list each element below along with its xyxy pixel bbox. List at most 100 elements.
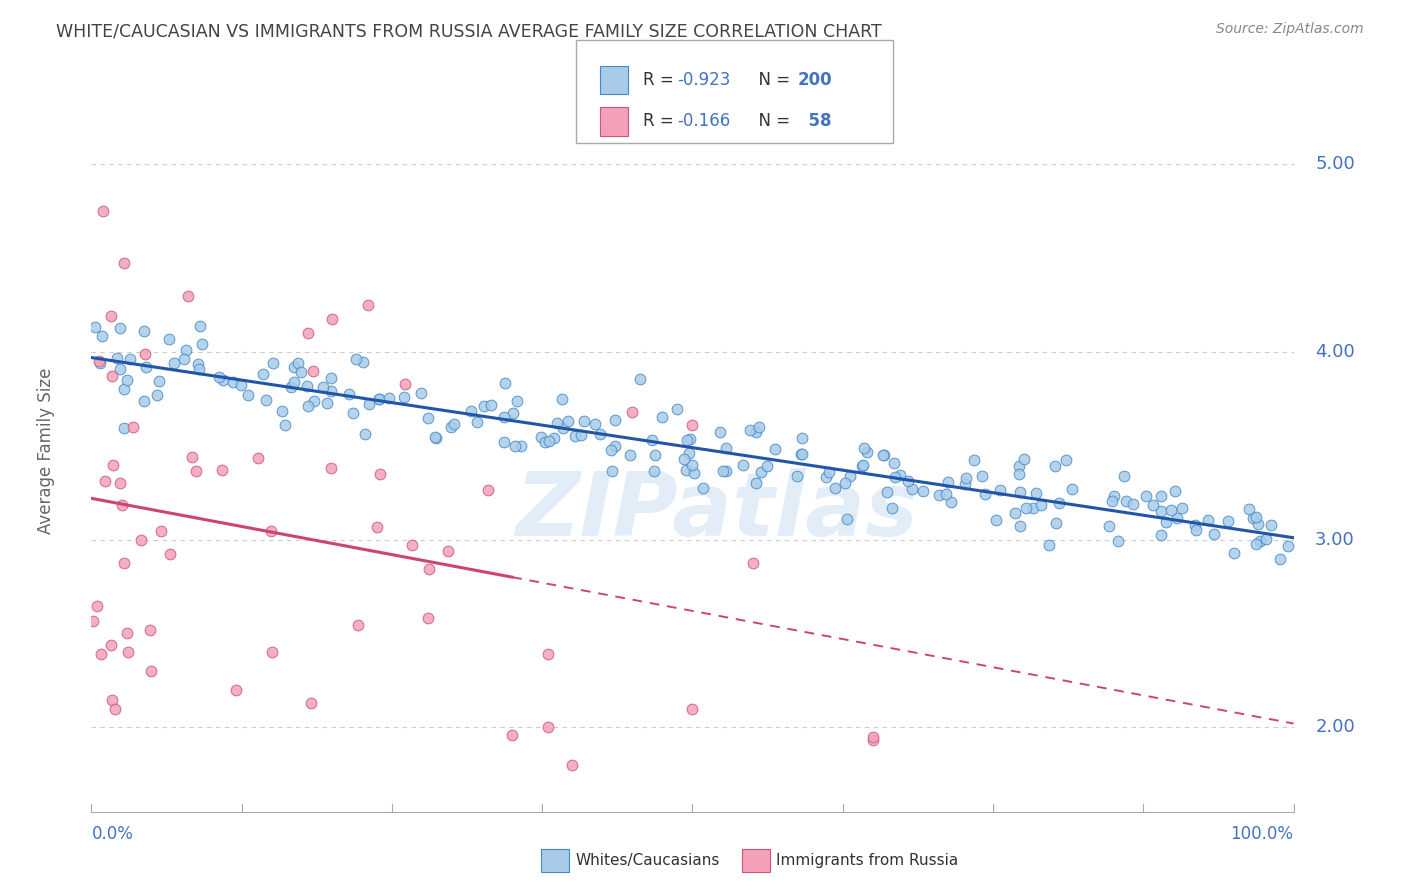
Point: [302, 394, 325, 409]
Point: [792, 447, 814, 461]
Point: [1216, 515, 1239, 529]
Text: R =: R =: [643, 112, 679, 130]
Point: [188, 362, 211, 376]
Text: 4.00: 4.00: [1315, 343, 1355, 361]
Point: [132, 393, 155, 408]
Point: [1015, 501, 1038, 516]
Point: [605, 439, 627, 453]
Point: [790, 431, 813, 445]
Point: [651, 409, 673, 424]
Point: [681, 701, 703, 715]
Point: [839, 469, 862, 483]
Point: [312, 380, 335, 394]
Point: [628, 371, 651, 385]
Point: [675, 463, 697, 477]
Point: [711, 464, 734, 478]
Point: [988, 483, 1011, 497]
Point: [872, 448, 894, 462]
Point: [883, 456, 905, 470]
Point: [260, 645, 283, 659]
Point: [467, 415, 489, 429]
Point: [789, 447, 811, 461]
Point: [963, 453, 986, 467]
Point: [443, 417, 465, 431]
Point: [889, 467, 911, 482]
Point: [862, 732, 884, 747]
Point: [321, 371, 343, 385]
Point: [354, 427, 377, 442]
Text: N =: N =: [748, 112, 796, 130]
Point: [101, 693, 124, 707]
Text: R =: R =: [643, 71, 679, 89]
Point: [90, 647, 112, 661]
Point: [108, 320, 131, 334]
Point: [1010, 518, 1032, 533]
Point: [709, 425, 731, 440]
Point: [749, 466, 772, 480]
Point: [882, 500, 904, 515]
Point: [342, 406, 364, 420]
Point: [409, 385, 432, 400]
Point: [605, 413, 627, 427]
Point: [319, 384, 342, 399]
Point: [159, 547, 181, 561]
Point: [572, 414, 595, 428]
Point: [748, 420, 770, 434]
Point: [543, 431, 565, 445]
Point: [112, 556, 135, 570]
Point: [146, 388, 169, 402]
Point: [149, 524, 172, 539]
Point: [368, 392, 391, 406]
Point: [503, 440, 526, 454]
Point: [755, 459, 778, 474]
Point: [716, 464, 738, 478]
Point: [94, 475, 117, 489]
Point: [1246, 509, 1268, 524]
Point: [440, 420, 463, 434]
Point: [283, 359, 305, 374]
Point: [676, 433, 699, 447]
Point: [621, 405, 644, 419]
Point: [911, 484, 934, 499]
Point: [141, 664, 163, 678]
Point: [786, 469, 808, 483]
Point: [1277, 539, 1299, 553]
Point: [665, 401, 688, 416]
Point: [357, 297, 380, 311]
Point: [184, 465, 207, 479]
Point: [955, 471, 977, 485]
Point: [180, 450, 202, 464]
Point: [876, 485, 898, 500]
Point: [551, 421, 574, 435]
Point: [644, 448, 666, 462]
Point: [173, 352, 195, 367]
Point: [117, 373, 139, 387]
Point: [537, 720, 560, 734]
Point: [1164, 484, 1187, 499]
Point: [225, 682, 247, 697]
Point: [368, 392, 391, 407]
Point: [583, 417, 606, 431]
Point: [851, 459, 873, 474]
Point: [472, 399, 495, 413]
Point: [818, 465, 841, 479]
Point: [884, 470, 907, 484]
Point: [1031, 498, 1053, 512]
Point: [1062, 482, 1084, 496]
Text: -0.166: -0.166: [678, 112, 731, 130]
Point: [509, 439, 531, 453]
Text: 58: 58: [797, 112, 832, 130]
Point: [716, 441, 738, 455]
Point: [1101, 493, 1123, 508]
Text: 0.0%: 0.0%: [91, 825, 134, 843]
Point: [132, 325, 155, 339]
Point: [222, 375, 245, 389]
Point: [1246, 537, 1268, 551]
Text: -0.923: -0.923: [678, 71, 731, 89]
Point: [82, 615, 104, 629]
Point: [1166, 510, 1188, 524]
Point: [862, 730, 884, 744]
Point: [100, 638, 122, 652]
Point: [93, 204, 115, 219]
Point: [283, 375, 305, 389]
